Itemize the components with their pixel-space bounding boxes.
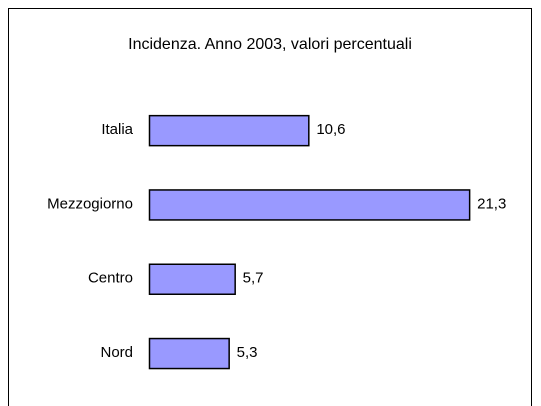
value-label: 21,3 xyxy=(477,195,506,212)
value-label: 10,6 xyxy=(316,121,345,138)
category-label: Mezzogiorno xyxy=(47,195,133,212)
value-label: 5,7 xyxy=(243,270,264,287)
category-label: Nord xyxy=(100,344,133,361)
chart-title: Incidenza. Anno 2003, valori percentuali xyxy=(128,36,412,53)
bar xyxy=(148,189,471,221)
category-label: Italia xyxy=(101,121,133,138)
bar xyxy=(148,337,230,370)
value-label: 5,3 xyxy=(237,344,258,361)
category-label: Centro xyxy=(88,270,133,287)
bar xyxy=(148,263,236,295)
bar xyxy=(148,114,310,147)
chart-frame xyxy=(8,8,532,406)
